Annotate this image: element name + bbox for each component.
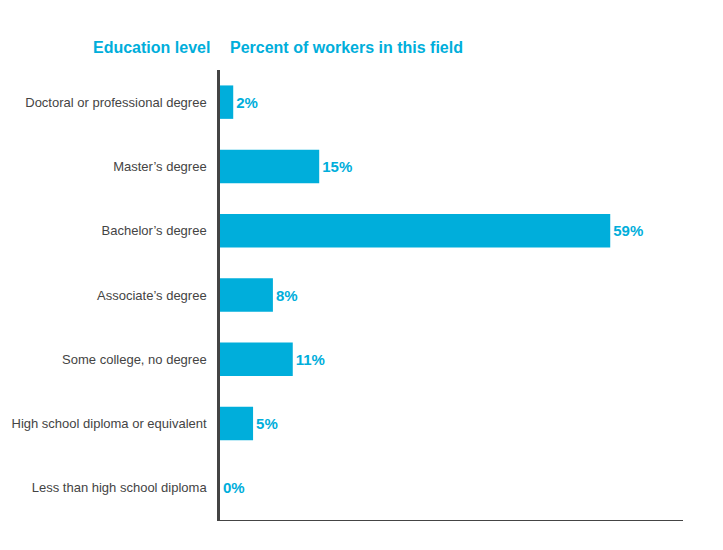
- svg-text:59%: 59%: [613, 222, 643, 239]
- svg-text:Some college, no degree: Some college, no degree: [62, 352, 207, 367]
- svg-text:15%: 15%: [322, 158, 352, 175]
- svg-text:2%: 2%: [236, 94, 258, 111]
- svg-text:High school diploma or equival: High school diploma or equivalent: [12, 416, 208, 431]
- svg-text:Percent of workers in this fie: Percent of workers in this field: [230, 39, 463, 56]
- svg-text:0%: 0%: [223, 479, 245, 496]
- svg-text:Doctoral or professional degre: Doctoral or professional degree: [25, 95, 206, 110]
- svg-text:Education level: Education level: [93, 39, 210, 56]
- svg-text:Associate’s degree: Associate’s degree: [97, 288, 207, 303]
- svg-text:8%: 8%: [276, 287, 298, 304]
- svg-text:5%: 5%: [256, 415, 278, 432]
- svg-text:Master’s degree: Master’s degree: [113, 159, 206, 174]
- svg-text:Bachelor’s degree: Bachelor’s degree: [102, 223, 207, 238]
- svg-text:11%: 11%: [296, 351, 325, 368]
- svg-text:Less than high school diploma: Less than high school diploma: [32, 480, 208, 495]
